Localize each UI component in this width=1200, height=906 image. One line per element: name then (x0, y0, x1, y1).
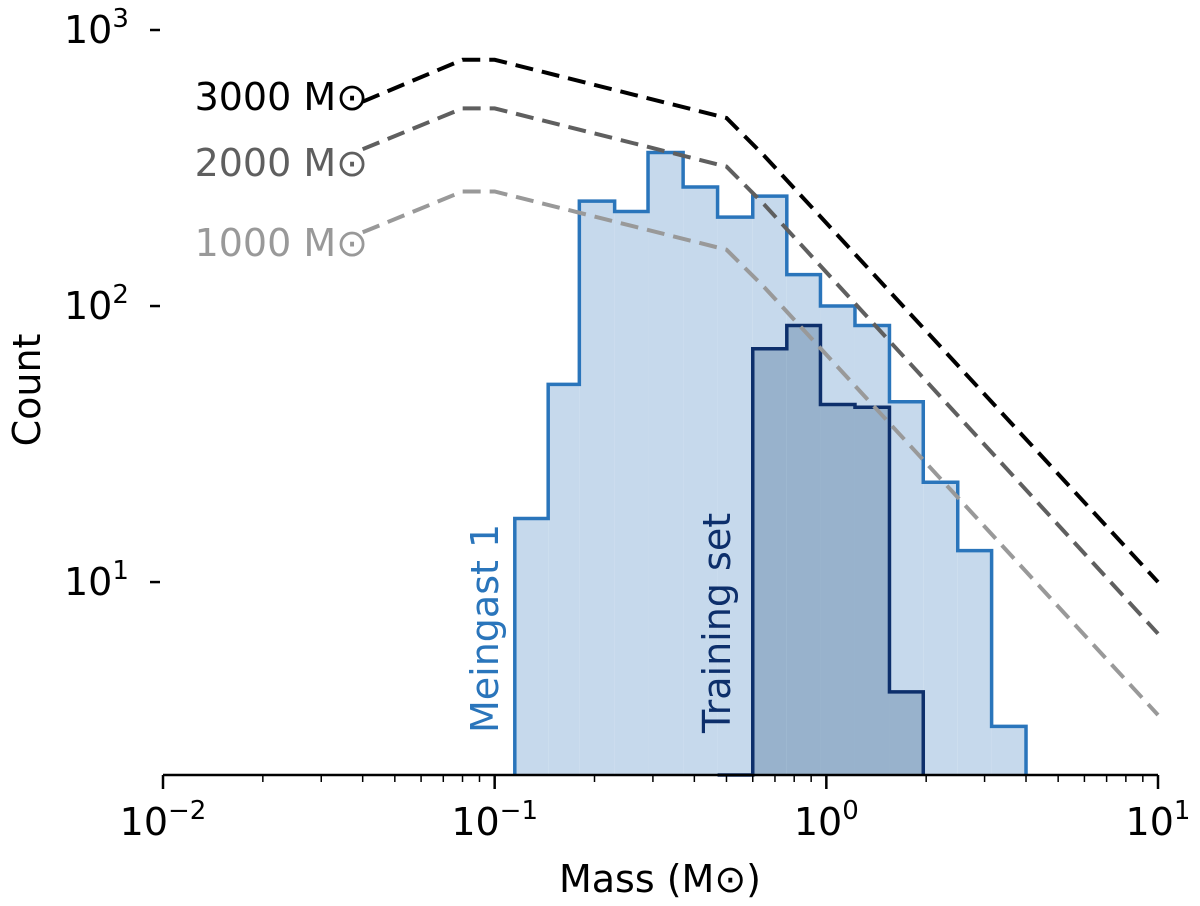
x-tick-label: 10−1 (451, 796, 538, 844)
labels-layer: Mass (M⊙) Count 3000 M⊙ 2000 M⊙ 1000 M⊙ Meing… (5, 75, 761, 901)
histogram-bar (752, 348, 787, 775)
x-tick-label: 100 (794, 796, 859, 844)
imf-line (361, 57, 1160, 584)
y-tick-label: 101 (64, 556, 129, 604)
imf-lines-layer (361, 57, 1160, 717)
x-axis-label: Mass (M⊙) (559, 857, 761, 901)
histogram-bar (923, 482, 958, 775)
histogram-layer (513, 150, 1028, 777)
axes-layer: 10−2 10−1 100 101 101 102 103 (64, 4, 1190, 844)
x-tick-label: 10−2 (120, 796, 207, 844)
series-label: 2000 M⊙ (195, 141, 368, 185)
histogram-bar (514, 518, 549, 775)
histogram-label: Training set (695, 513, 739, 734)
histogram-bar (579, 201, 615, 775)
histogram-outline (513, 150, 1028, 775)
series-label: 3000 M⊙ (195, 75, 368, 119)
histogram-bar (648, 152, 684, 775)
histogram-bar (786, 325, 821, 775)
histogram-bar (820, 404, 855, 775)
y-axis-label: Count (5, 334, 49, 447)
histogram-training-set (717, 323, 926, 777)
histogram-bar (683, 186, 718, 775)
x-tick-label: 101 (1126, 796, 1191, 844)
histogram-bar (889, 691, 924, 775)
histogram-bar (854, 407, 890, 775)
histogram-bar (957, 550, 992, 775)
histogram-bar (614, 211, 649, 776)
histogram-outline (717, 323, 926, 777)
imf-line (361, 106, 1160, 636)
y-tick-label: 102 (64, 280, 129, 328)
y-tick-label: 103 (64, 4, 129, 52)
histogram-bar (548, 384, 580, 775)
histogram-label: Meingast 1 (463, 524, 507, 733)
histogram-bar (717, 217, 753, 776)
imf-line (361, 189, 1160, 717)
series-label: 1000 M⊙ (195, 221, 368, 265)
histogram-bar (991, 726, 1027, 775)
